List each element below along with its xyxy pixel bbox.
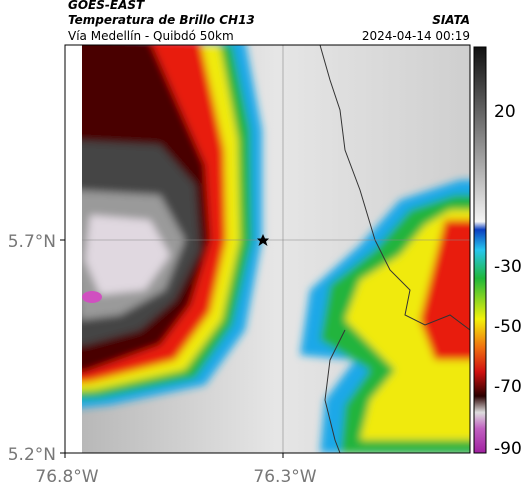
source: SIATA [432,13,470,27]
colorbar-label: -30 [494,257,522,277]
lat-label: 5.2°N [8,445,56,465]
title: GOES-EAST [68,0,145,12]
caption: Vía Medellín - Quibdó 50km [68,29,234,43]
datetime: 2024-04-14 00:19 [361,29,470,43]
lat-label: 5.7°N [8,232,56,252]
colorbar-label: -50 [494,317,522,337]
colorbar-label: -90 [494,439,522,459]
subtitle: Temperatura de Brillo CH13 [68,13,255,27]
lon-label: 76.8°W [35,467,98,487]
colorbar [473,46,487,454]
satellite-image [82,45,470,453]
colorbar-label: -70 [494,377,522,397]
colorbar-label: 20 [494,102,516,122]
lon-label: 76.3°W [253,467,316,487]
